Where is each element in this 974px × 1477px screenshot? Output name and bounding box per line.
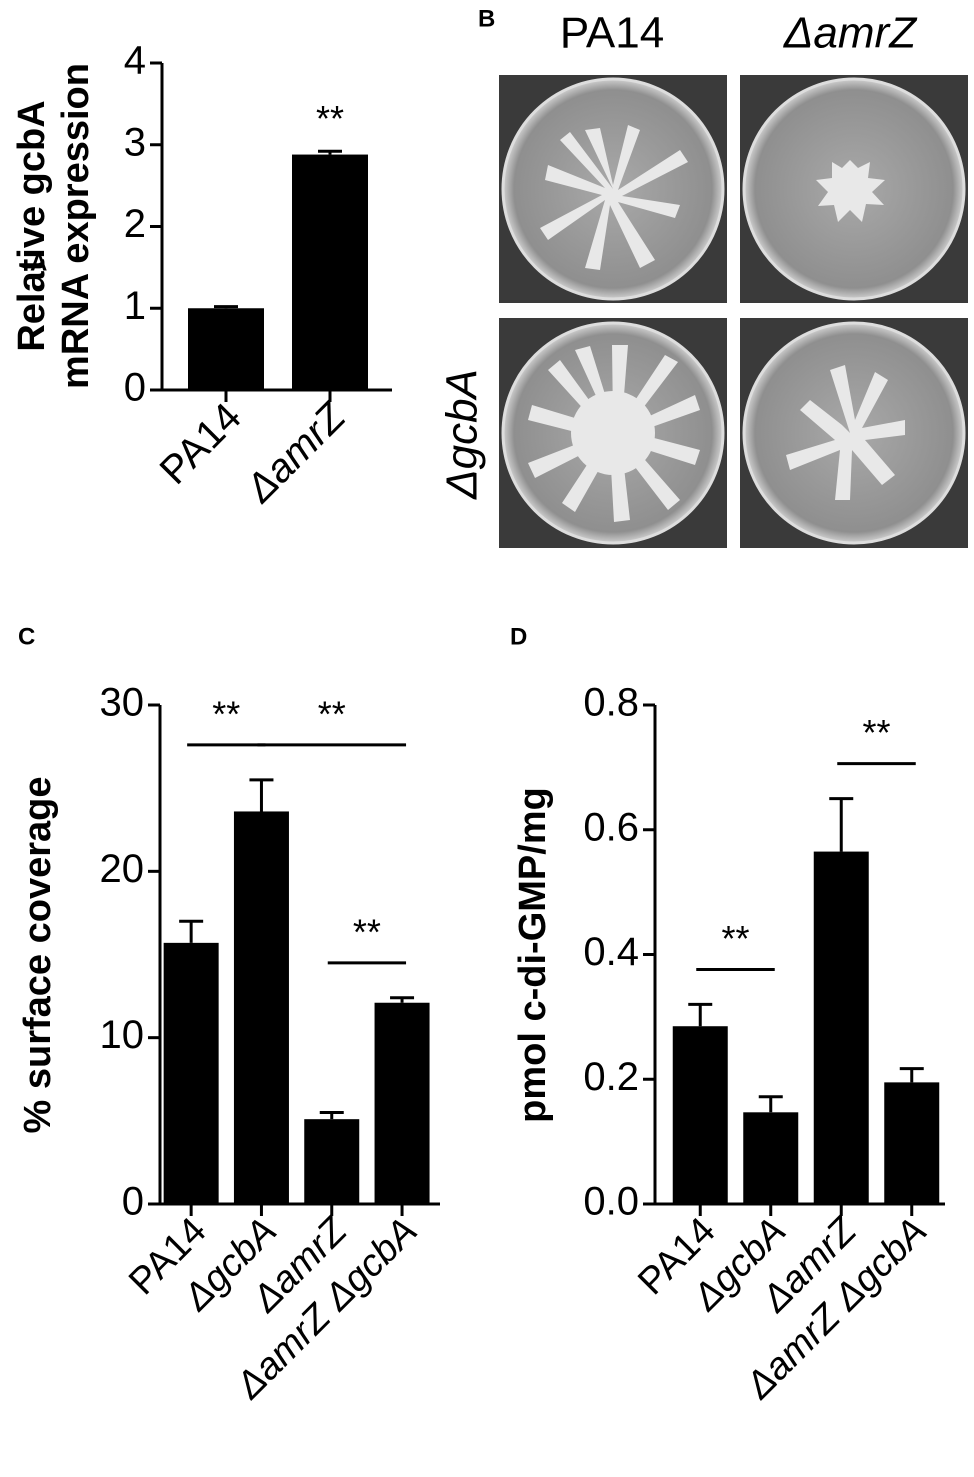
x-tick-label: ΔamrZ	[237, 394, 355, 512]
y-tick-label: 20	[100, 847, 145, 891]
y-tick-label: 2	[124, 202, 146, 246]
error-bar	[899, 1067, 924, 1083]
bar	[672, 1026, 728, 1204]
y-tick-label: 0.0	[583, 1180, 639, 1224]
error-bar	[829, 797, 854, 852]
y-axis-label: Relative gcbA	[11, 100, 53, 351]
y-tick-label: 0	[122, 1180, 144, 1224]
y-tick-label: 0.8	[583, 681, 639, 725]
y-tick-label: 30	[100, 681, 145, 725]
y-axis-label: mRNA expression	[55, 63, 97, 389]
error-bar	[214, 305, 238, 309]
significance-label: **	[721, 918, 749, 959]
bar	[374, 1002, 430, 1204]
y-axis-label: % surface coverage	[17, 777, 59, 1134]
significance-label: **	[353, 911, 381, 952]
bar	[188, 308, 264, 390]
bar	[304, 1119, 360, 1204]
plate-photo	[740, 75, 968, 303]
error-bar	[758, 1095, 783, 1113]
y-tick-label: 0.6	[583, 805, 639, 849]
y-tick-label: 1	[124, 284, 146, 328]
error-bar	[179, 919, 204, 943]
bar	[163, 942, 219, 1204]
significance-label: **	[212, 693, 240, 734]
error-bar	[688, 1002, 713, 1027]
y-tick-label: 4	[124, 39, 146, 83]
error-bar	[319, 1111, 344, 1120]
panel-label: A	[30, 249, 47, 276]
error-bar	[318, 149, 342, 155]
row-label: ΔgcbA	[438, 369, 487, 500]
column-label: PA14	[560, 9, 664, 58]
panel-label: B	[478, 5, 495, 32]
bar	[884, 1082, 940, 1204]
x-tick-label: PA14	[152, 395, 250, 493]
significance-label: **	[318, 693, 346, 734]
y-tick-label: 0.4	[583, 930, 639, 974]
significance-label: **	[316, 98, 344, 139]
y-tick-label: 10	[100, 1013, 145, 1057]
plate-photo	[740, 318, 968, 548]
bar	[743, 1112, 799, 1204]
bar	[233, 811, 289, 1204]
y-tick-label: 0.2	[583, 1055, 639, 1099]
panel-label: D	[510, 623, 527, 650]
bar	[813, 851, 869, 1204]
bar	[292, 154, 368, 390]
y-tick-label: 3	[124, 120, 146, 164]
error-bar	[390, 996, 415, 1003]
panel-b: B PA14 ΔamrZ ΔgcbA	[438, 5, 968, 548]
panel-label: C	[18, 623, 35, 650]
error-bar	[249, 778, 274, 812]
y-axis-label: pmol c-di-GMP/mg	[512, 787, 554, 1123]
plate-photo	[499, 318, 727, 548]
y-tick-label: 0	[124, 366, 146, 410]
column-label: ΔamrZ	[783, 9, 918, 58]
plate-photo	[499, 75, 727, 303]
significance-label: **	[862, 712, 890, 753]
